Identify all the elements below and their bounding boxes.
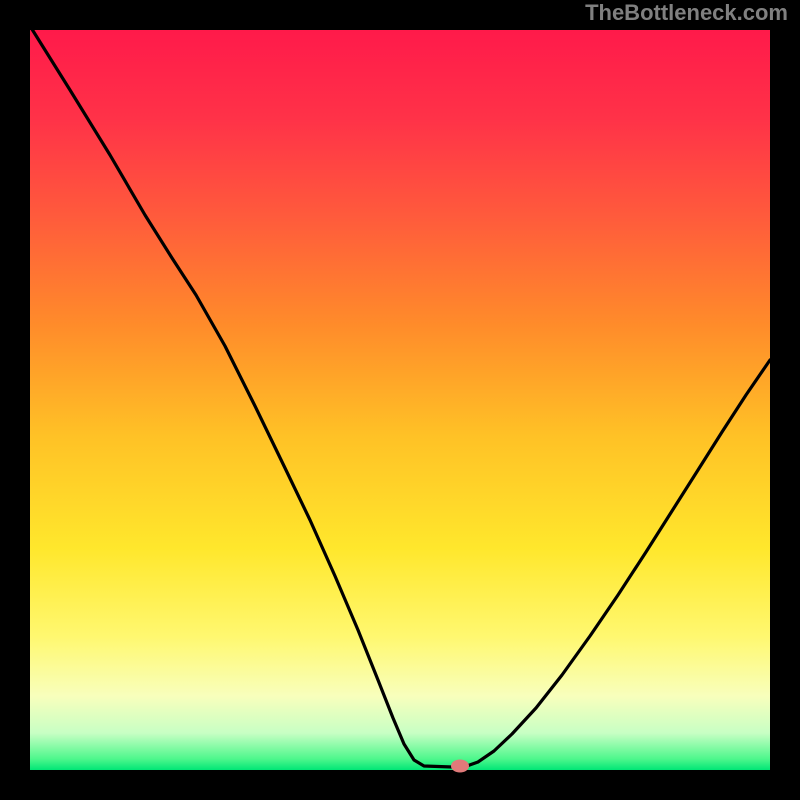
chart-container: TheBottleneck.com — [0, 0, 800, 800]
bottleneck-chart — [0, 0, 800, 800]
optimal-marker — [451, 760, 469, 773]
plot-area — [30, 30, 770, 770]
